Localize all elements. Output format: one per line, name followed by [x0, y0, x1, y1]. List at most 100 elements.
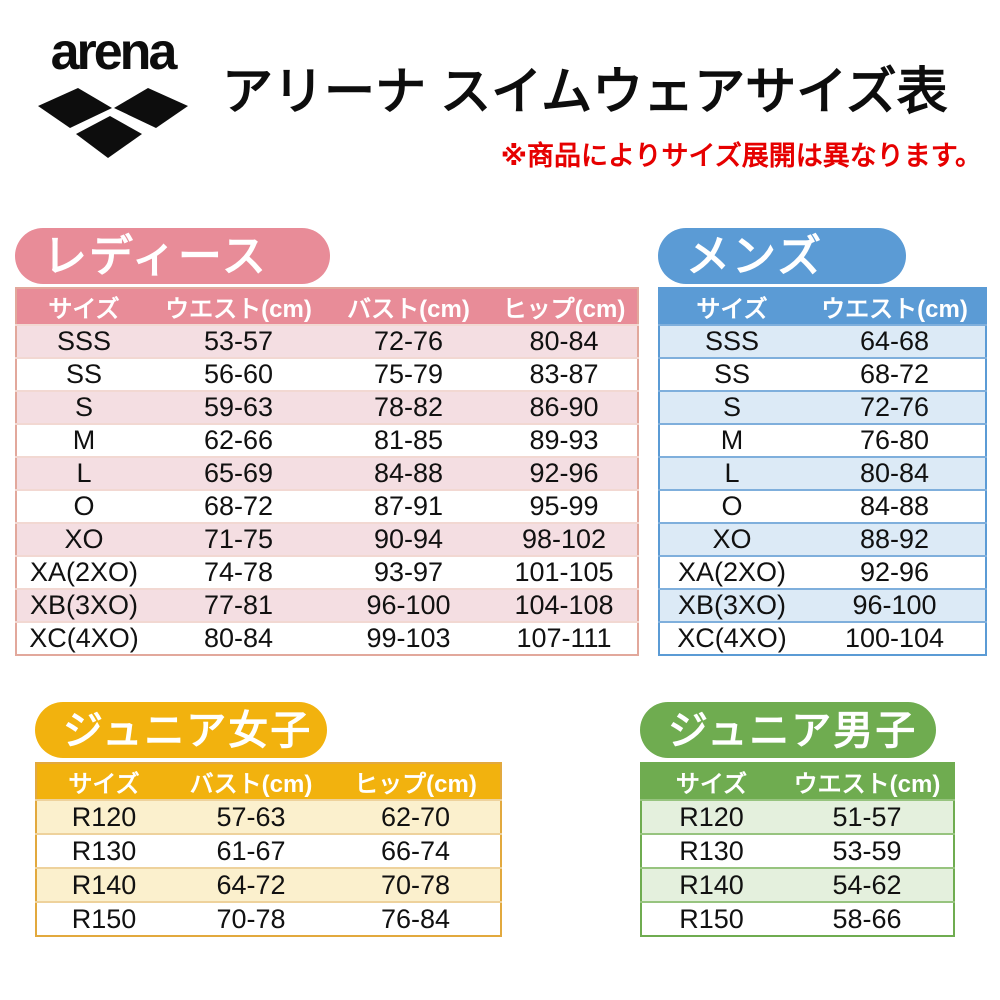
- table-row: R140 64-72 70-78: [36, 868, 501, 902]
- table-cell: 80-84: [859, 458, 930, 488]
- table-cell: 54-62: [832, 869, 902, 900]
- table-row: XO 88-92: [659, 523, 986, 556]
- mens-size-table: サイズ ウエスト(cm) SSS 64-68 SS 68-72 S 72-76 M 76-80 L 8…: [658, 287, 987, 656]
- table-cell: SS: [713, 359, 751, 389]
- table-row: M 62-66 81-85 89-93: [16, 424, 638, 457]
- table-cell: 65-69: [203, 458, 274, 488]
- table-cell: 76-84: [380, 903, 451, 934]
- table-cell: 66-74: [380, 835, 451, 866]
- table-row: XB(3XO) 96-100: [659, 589, 986, 622]
- table-cell: 70-78: [380, 869, 451, 900]
- table-row: R150 58-66: [641, 902, 954, 936]
- table-cell: XA(2XO): [677, 557, 787, 587]
- table-row: L 65-69 84-88 92-96: [16, 457, 638, 490]
- table-cell: S: [722, 392, 741, 422]
- column-header: バスト(cm): [326, 288, 491, 325]
- table-cell: 76-80: [859, 425, 930, 455]
- junior-boys-section: ジュニア男子 サイズ ウエスト(cm) R120 51-57 R130 53-59 R140…: [640, 702, 955, 937]
- table-cell: 83-87: [529, 359, 599, 389]
- table-cell: R130: [71, 835, 137, 866]
- table-cell: 59-63: [203, 392, 274, 422]
- arena-mark-icon: [37, 88, 188, 158]
- junior-girls-size-table: サイズ バスト(cm) ヒップ(cm) R120 57-63 62-70 R130 61-67…: [35, 762, 502, 937]
- table-cell: 56-60: [203, 359, 274, 389]
- table-cell: 78-82: [373, 392, 444, 422]
- table-cell: 51-57: [832, 801, 902, 832]
- table-row: S 59-63 78-82 86-90: [16, 391, 638, 424]
- table-cell: 70-78: [216, 903, 286, 934]
- table-cell: M: [72, 425, 96, 455]
- table-cell: 57-63: [216, 801, 286, 832]
- table-cell: SS: [65, 359, 103, 389]
- table-cell: 61-67: [216, 835, 286, 866]
- table-row: R120 51-57: [641, 800, 954, 834]
- column-header: バスト(cm): [171, 763, 331, 800]
- header-row: サイズ ウエスト(cm): [659, 288, 986, 325]
- table-cell: 104-108: [514, 590, 614, 620]
- table-cell: 84-88: [373, 458, 444, 488]
- table-cell: 64-68: [859, 326, 930, 356]
- table-row: XA(2XO) 92-96: [659, 556, 986, 589]
- table-cell: 96-100: [366, 590, 451, 620]
- table-cell: 80-84: [529, 326, 599, 356]
- table-row: XC(4XO) 100-104: [659, 622, 986, 655]
- table-cell: S: [74, 392, 93, 422]
- table-cell: R140: [71, 869, 137, 900]
- ladies-section: レディース サイズ ウエスト(cm) バスト(cm) ヒップ(cm) SSS 53-57 7…: [15, 228, 639, 656]
- column-header: ヒップ(cm): [491, 288, 638, 325]
- table-cell: XC(4XO): [677, 623, 787, 653]
- table-cell: 58-66: [832, 903, 902, 934]
- table-cell: R120: [679, 801, 744, 832]
- table-row: R130 53-59: [641, 834, 954, 868]
- table-cell: 74-78: [203, 557, 274, 587]
- table-cell: 80-84: [203, 623, 274, 653]
- table-cell: L: [76, 458, 92, 488]
- table-cell: XO: [64, 524, 104, 554]
- table-row: XC(4XO) 80-84 99-103 107-111: [16, 622, 638, 655]
- table-cell: XO: [712, 524, 752, 554]
- junior-girls-badge: ジュニア女子: [35, 702, 327, 758]
- table-cell: O: [73, 491, 95, 521]
- table-row: XO 71-75 90-94 98-102: [16, 523, 638, 556]
- table-cell: 62-66: [203, 425, 274, 455]
- table-cell: R140: [679, 869, 744, 900]
- arena-wordmark: arena: [50, 23, 178, 81]
- table-cell: 72-76: [859, 392, 930, 422]
- arena-logo: arena: [30, 26, 195, 158]
- mens-section: メンズ サイズ ウエスト(cm) SSS 64-68 SS 68-72 S 72-76 M 76-…: [658, 228, 987, 656]
- table-cell: O: [721, 491, 743, 521]
- table-cell: 87-91: [373, 491, 444, 521]
- table-cell: 96-100: [852, 590, 937, 620]
- table-cell: 64-72: [216, 869, 286, 900]
- table-row: R150 70-78 76-84: [36, 902, 501, 936]
- table-row: SSS 64-68: [659, 325, 986, 358]
- table-cell: XB(3XO): [677, 590, 787, 620]
- table-cell: 77-81: [203, 590, 274, 620]
- column-header: ヒップ(cm): [331, 763, 501, 800]
- table-row: S 72-76: [659, 391, 986, 424]
- table-cell: 101-105: [514, 557, 614, 587]
- column-header: ウエスト(cm): [151, 288, 326, 325]
- page-title: アリーナ スイムウェアサイズ表: [222, 63, 948, 120]
- table-row: R140 54-62: [641, 868, 954, 902]
- table-cell: R150: [71, 903, 137, 934]
- table-cell: 72-76: [373, 326, 444, 356]
- column-header: サイズ: [641, 763, 781, 800]
- table-row: SS 56-60 75-79 83-87: [16, 358, 638, 391]
- header-row: サイズ バスト(cm) ヒップ(cm): [36, 763, 501, 800]
- table-row: R120 57-63 62-70: [36, 800, 501, 834]
- table-row: O 68-72 87-91 95-99: [16, 490, 638, 523]
- table-cell: 84-88: [859, 491, 930, 521]
- table-cell: 53-59: [832, 835, 902, 866]
- table-cell: 53-57: [203, 326, 274, 356]
- table-row: XA(2XO) 74-78 93-97 101-105: [16, 556, 638, 589]
- table-cell: SSS: [56, 326, 112, 356]
- table-cell: 71-75: [203, 524, 274, 554]
- table-row: M 76-80: [659, 424, 986, 457]
- table-cell: 88-92: [859, 524, 930, 554]
- header-row: サイズ ウエスト(cm) バスト(cm) ヒップ(cm): [16, 288, 638, 325]
- table-cell: 62-70: [380, 801, 451, 832]
- table-cell: 100-104: [844, 623, 945, 653]
- column-header: ウエスト(cm): [804, 288, 986, 325]
- table-cell: 92-96: [859, 557, 930, 587]
